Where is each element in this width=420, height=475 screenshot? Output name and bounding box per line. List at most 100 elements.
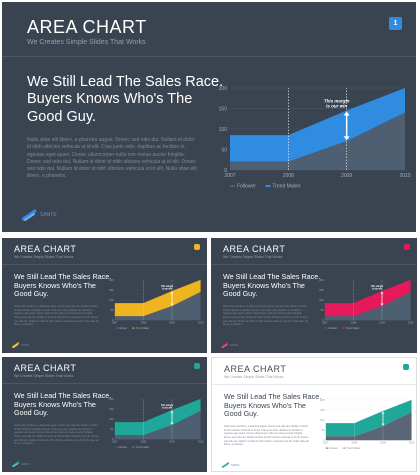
slide-title: AREA CHART <box>224 364 287 374</box>
y-tick-label: 150 <box>109 408 114 411</box>
annotation-arrow-head-up <box>343 111 350 116</box>
headline-line-2: Buyers Knows Who's The <box>224 400 306 410</box>
y-tick-label: 50 <box>111 309 114 312</box>
y-tick-label: 200 <box>109 279 114 282</box>
area-chart: 0 50 100 150 200 This margin is our win 2007 200… <box>316 276 414 334</box>
annotation-arrow-head-down <box>381 423 385 426</box>
y-tick-label: 0 <box>112 319 114 322</box>
headline-line-2: Buyers Knows Who's The <box>223 280 305 290</box>
body-text: Nulla vitae elit libero, a pharetra augu… <box>223 305 308 327</box>
slide-2[interactable]: AREA CHART We Creates Simple Slides That… <box>2 238 207 353</box>
headline: We Still Lead The Sales Race. Buyers Kno… <box>224 392 321 419</box>
headline-line-1: We Still Lead The Sales Race. <box>27 74 224 90</box>
headline-line-3: Good Guy. <box>27 108 97 125</box>
legend-swatch <box>132 327 135 329</box>
y-tick-label: 150 <box>319 289 324 292</box>
annotation-arrow-head-down <box>170 422 174 425</box>
slide-subtitle: We Creates Simple Slides That Works <box>27 39 146 46</box>
x-tick-label: 2010 <box>399 173 410 179</box>
slide-subtitle: We Creates Simple Slides That Works <box>223 255 283 259</box>
area-trend-maker <box>114 398 201 436</box>
x-tick-label: 2008 <box>141 441 147 444</box>
logo-text: SANTE <box>231 463 240 467</box>
slide-3[interactable]: AREA CHART We Creates Simple Slides That… <box>211 238 417 353</box>
y-tick-label: 200 <box>319 279 324 282</box>
x-tick-label: 2009 <box>380 442 386 445</box>
slide-title: AREA CHART <box>14 363 77 373</box>
area-chart: 0 50 100 150 200 This margin is our win 2007 200… <box>212 80 412 198</box>
headline-line-1: We Still Lead The Sales Race. <box>223 272 321 281</box>
slide-number-badge: 1 <box>389 17 402 30</box>
headline-line-3: Good Guy. <box>14 408 49 418</box>
y-tick-label: 100 <box>320 419 325 422</box>
y-tick-label: 100 <box>109 418 114 421</box>
area-follower <box>325 412 412 441</box>
annotation-label: is our win <box>372 289 383 291</box>
legend-label: Trend Maker <box>346 327 360 330</box>
x-tick-label: 2010 <box>408 322 414 325</box>
x-tick-label: 2007 <box>322 322 328 325</box>
y-tick-label: 200 <box>320 399 325 402</box>
annotation-arrow-head-up <box>170 291 174 294</box>
legend-swatch <box>343 447 346 449</box>
slide-4[interactable]: AREA CHART We Creates Simple Slides That… <box>2 357 207 472</box>
slide-subtitle: We Creates Simple Slides That Works <box>224 375 284 379</box>
headline-line-3: Good Guy. <box>14 289 49 299</box>
header-divider <box>211 264 417 265</box>
body-text: Nulla vitae elit libero, a pharetra augu… <box>27 137 197 180</box>
headline: We Still Lead The Sales Race. Buyers Kno… <box>27 74 223 126</box>
headline-line-2: Buyers Knows Who's The <box>27 91 193 108</box>
headline-line-1: We Still Lead The Sales Race. <box>14 272 112 281</box>
area-chart: 0 50 100 150 200 This margin is our win 2007 200… <box>106 276 204 334</box>
header-divider <box>2 383 207 384</box>
area-trend-maker <box>325 399 412 437</box>
logo-icon <box>22 209 37 221</box>
y-tick-label: 200 <box>109 398 114 401</box>
legend-swatch <box>324 327 328 329</box>
area-follower <box>230 112 405 170</box>
slide-title: AREA CHART <box>27 17 147 37</box>
legend-label: Follower <box>328 327 337 330</box>
x-tick-label: 2009 <box>341 173 352 179</box>
headline-line-3: Good Guy. <box>223 289 258 299</box>
logo-text: SANTE <box>21 462 30 466</box>
legend-label: Follower <box>237 184 256 190</box>
headline-line-2: Buyers Knows Who's The <box>14 280 96 290</box>
logo-icon <box>221 342 229 348</box>
legend-swatch <box>114 327 118 329</box>
legend-swatch <box>132 446 135 448</box>
area-chart: 0 50 100 150 200 This margin is our win 2007 200… <box>317 396 415 454</box>
y-tick-label: 50 <box>321 309 324 312</box>
area-trend-maker <box>114 279 201 317</box>
y-tick-label: 150 <box>219 107 228 113</box>
legend-label: Follower <box>329 447 338 450</box>
logo-icon <box>12 342 20 348</box>
slide-1[interactable]: AREA CHART We Creates Simple Slides That… <box>2 2 416 232</box>
logo: SANTE <box>221 342 238 348</box>
y-tick-label: 150 <box>320 409 325 412</box>
slide-title: AREA CHART <box>223 244 286 254</box>
legend-label: Trend Maker <box>347 447 361 450</box>
y-tick-label: 100 <box>319 299 324 302</box>
logo-text: SANTE <box>40 212 57 218</box>
area-trend-maker <box>230 88 405 162</box>
logo: SANTE <box>12 342 29 348</box>
area-chart: 0 50 100 150 200 This margin is our win 2007 200… <box>106 395 204 453</box>
legend-swatch <box>230 185 235 187</box>
y-tick-label: 100 <box>219 127 228 133</box>
x-tick-label: 2007 <box>323 442 329 445</box>
slide-number-badge <box>194 363 200 369</box>
headline: We Still Lead The Sales Race. Buyers Kno… <box>14 391 111 418</box>
slide-title: AREA CHART <box>14 244 77 254</box>
legend-label: Follower <box>118 327 127 330</box>
legend-label: Trend Maker <box>272 184 300 190</box>
legend-swatch <box>342 327 345 329</box>
y-tick-label: 0 <box>322 319 324 322</box>
body-text: Nulla vitae elit libero, a pharetra augu… <box>224 425 309 447</box>
slide-5[interactable]: AREA CHART We Creates Simple Slides That… <box>211 357 417 472</box>
y-tick-label: 50 <box>221 148 227 154</box>
legend-swatch <box>325 447 329 449</box>
